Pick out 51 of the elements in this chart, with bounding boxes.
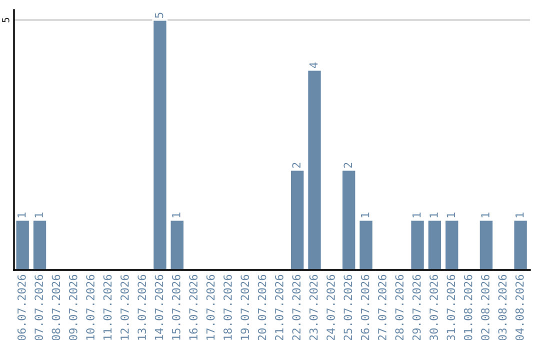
x-tick-label: 12.07.2026 bbox=[120, 274, 129, 340]
data-label: 4 bbox=[309, 62, 318, 68]
bar bbox=[306, 69, 322, 270]
x-tick-label: 13.07.2026 bbox=[138, 274, 146, 340]
x-tick-label: 25.07.2026 bbox=[344, 274, 352, 340]
x-tick-label: 27.07.2026 bbox=[378, 274, 386, 340]
data-label: 1 bbox=[430, 212, 438, 218]
x-tick-label: 01.08.2026 bbox=[464, 274, 472, 340]
data-label: 1 bbox=[412, 212, 421, 218]
x-tick-label: 02.08.2026 bbox=[481, 274, 490, 340]
data-label: 1 bbox=[446, 212, 455, 218]
data-label: 2 bbox=[292, 162, 300, 168]
x-tick-label: 10.07.2026 bbox=[86, 274, 95, 340]
x-tick-label: 20.07.2026 bbox=[258, 274, 266, 340]
data-label: 5 bbox=[154, 12, 164, 18]
x-tick-label: 09.07.2026 bbox=[68, 274, 78, 340]
x-tick-label: 03.08.2026 bbox=[498, 274, 507, 340]
x-tick-label: 28.07.2026 bbox=[395, 274, 404, 340]
x-tick-label: 11.07.2026 bbox=[103, 274, 112, 340]
x-tick-label: 31.07.2026 bbox=[446, 274, 456, 340]
bar bbox=[512, 219, 528, 270]
x-tick-label: 29.07.2026 bbox=[412, 274, 421, 340]
x-tick-label: 30.07.2026 bbox=[430, 274, 438, 340]
data-label: 1 bbox=[361, 212, 370, 218]
x-tick-label: 17.07.2026 bbox=[206, 274, 215, 340]
x-tick-label: 06.07.2026 bbox=[17, 274, 26, 340]
x-tick-label: 07.07.2026 bbox=[34, 274, 44, 340]
x-tick-label: 08.07.2026 bbox=[52, 274, 60, 340]
x-tick-label: 26.07.2026 bbox=[360, 274, 370, 340]
data-label: 1 bbox=[172, 212, 180, 218]
data-label: 1 bbox=[18, 212, 26, 218]
data-label: 1 bbox=[516, 212, 524, 218]
bar bbox=[341, 169, 357, 270]
x-tick-label: 04.08.2026 bbox=[515, 274, 524, 340]
x-tick-label: 16.07.2026 bbox=[189, 274, 198, 340]
x-tick-label: 18.07.2026 bbox=[223, 274, 232, 340]
data-label: 2 bbox=[344, 162, 352, 168]
x-tick-label: 22.07.2026 bbox=[292, 274, 301, 340]
data-label: 1 bbox=[481, 212, 490, 218]
x-tick-label: 19.07.2026 bbox=[240, 274, 250, 340]
bar bbox=[478, 219, 494, 270]
x-tick-label: 24.07.2026 bbox=[326, 274, 335, 340]
x-tick-label: 15.07.2026 bbox=[172, 274, 180, 340]
bar bbox=[152, 19, 168, 270]
bar bbox=[358, 219, 374, 270]
x-tick-label: 21.07.2026 bbox=[275, 274, 284, 340]
bar bbox=[290, 169, 306, 270]
x-tick-label: 23.07.2026 bbox=[309, 274, 318, 340]
x-tick-label: 14.07.2026 bbox=[154, 274, 164, 340]
data-label: 1 bbox=[34, 212, 43, 218]
bar bbox=[169, 219, 185, 270]
